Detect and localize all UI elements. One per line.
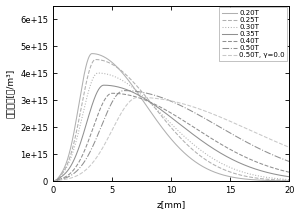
0.35T [214, 149, 217, 151]
0.25T [214, 164, 217, 167]
0.20T [155, 120, 159, 122]
0.35T [51, 180, 55, 182]
0.25T [155, 109, 159, 112]
0.20T [236, 177, 239, 179]
0.50T [147, 92, 151, 95]
0.25T [94, 58, 97, 61]
0.50T [287, 160, 291, 163]
0.35T [236, 161, 239, 163]
0.30T [75, 137, 79, 139]
Line: 0.50T, γ=0.0: 0.50T, γ=0.0 [53, 97, 289, 181]
0.50T [155, 95, 159, 97]
Line: 0.40T: 0.40T [53, 93, 289, 181]
0.20T [147, 108, 151, 110]
0.25T [75, 127, 79, 130]
0.50T, γ=0.0 [287, 146, 291, 149]
0.20T [214, 171, 217, 174]
0.50T, γ=0.0 [147, 97, 151, 99]
0.30T [155, 109, 159, 111]
X-axis label: z[mm]: z[mm] [157, 200, 186, 209]
0.50T [122, 89, 126, 92]
0.20T [240, 177, 244, 180]
0.25T [51, 180, 55, 182]
0.40T [155, 104, 159, 107]
0.50T, γ=0.0 [236, 123, 239, 126]
0.30T [287, 178, 291, 181]
0.40T [75, 164, 79, 166]
0.35T [287, 175, 291, 178]
0.40T [110, 92, 114, 95]
0.50T, γ=0.0 [136, 96, 140, 99]
0.50T [240, 138, 244, 141]
0.30T [236, 169, 239, 172]
0.30T [96, 72, 100, 74]
Line: 0.20T: 0.20T [53, 54, 289, 181]
0.40T [214, 140, 217, 142]
0.20T [51, 180, 55, 182]
0.40T [236, 152, 239, 155]
0.50T [236, 136, 239, 138]
0.40T [287, 171, 291, 174]
0.35T [147, 100, 151, 103]
0.40T [51, 180, 55, 182]
0.50T, γ=0.0 [240, 125, 244, 128]
Legend: 0.20T, 0.25T, 0.30T, 0.35T, 0.40T, 0.50T, 0.50T, γ=0.0: 0.20T, 0.25T, 0.30T, 0.35T, 0.40T, 0.50T… [219, 7, 287, 61]
0.50T, γ=0.0 [51, 180, 55, 182]
0.40T [240, 154, 244, 157]
0.25T [236, 173, 239, 176]
0.20T [287, 180, 291, 182]
0.50T, γ=0.0 [75, 174, 79, 177]
0.30T [240, 170, 244, 173]
Line: 0.30T: 0.30T [53, 73, 289, 181]
0.25T [147, 99, 151, 101]
0.30T [51, 180, 55, 182]
0.40T [147, 100, 151, 103]
0.25T [287, 179, 291, 182]
0.35T [102, 84, 106, 86]
0.25T [240, 174, 244, 177]
0.30T [214, 159, 217, 161]
0.20T [90, 52, 94, 55]
Y-axis label: 電子密度[個/m³]: 電子密度[個/m³] [6, 69, 15, 118]
0.35T [75, 151, 79, 154]
0.50T [51, 180, 55, 182]
0.35T [240, 163, 244, 165]
0.30T [147, 100, 151, 103]
0.50T [75, 169, 79, 172]
Line: 0.25T: 0.25T [53, 60, 289, 181]
Line: 0.50T: 0.50T [53, 91, 289, 181]
Line: 0.35T: 0.35T [53, 85, 289, 181]
0.50T [214, 123, 217, 126]
0.35T [155, 106, 159, 108]
0.50T, γ=0.0 [155, 97, 159, 100]
0.20T [75, 114, 79, 116]
0.50T, γ=0.0 [214, 114, 217, 116]
